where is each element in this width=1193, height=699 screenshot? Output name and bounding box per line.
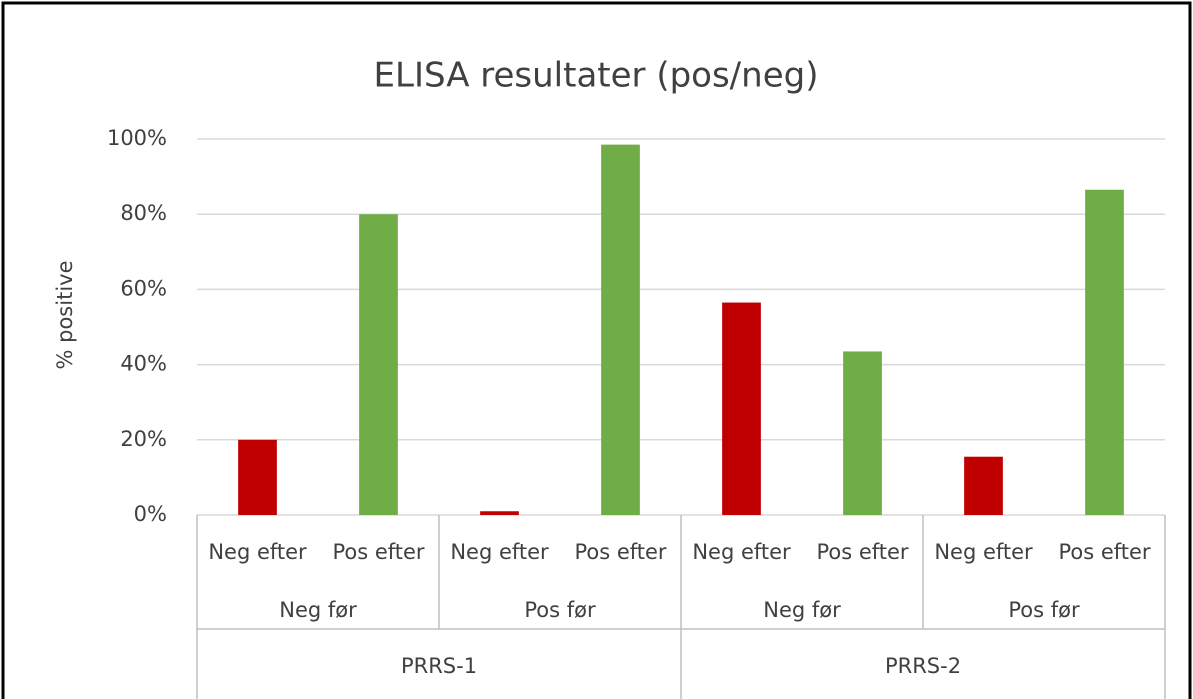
x-tick-label: Neg efter [934,540,1033,564]
y-tick-label: 0% [134,502,167,526]
bar [359,214,398,515]
x-tick-label: Pos efter [332,540,424,564]
bar [480,511,519,515]
y-tick-label: 40% [120,352,167,376]
x-tick-label: Neg efter [450,540,549,564]
bar [843,351,882,515]
group-label: PRRS-1 [401,654,477,678]
y-tick-label: 80% [120,201,167,225]
y-axis-label: % positive [53,261,77,370]
bar [1085,189,1124,515]
x-tick-label: Pos efter [1058,540,1150,564]
bar [601,144,640,515]
bar [964,456,1003,515]
subgroup-label: Neg før [763,598,841,622]
bar [238,439,277,515]
subgroup-label: Pos før [524,598,596,622]
subgroup-label: Neg før [279,598,357,622]
y-tick-label: 60% [120,276,167,300]
group-label: PRRS-2 [885,654,961,678]
x-tick-label: Neg efter [692,540,791,564]
y-tick-label: 100% [107,126,167,150]
y-tick-label: 20% [120,427,167,451]
chart-title: ELISA resultater (pos/neg) [374,56,819,96]
bar [722,302,761,515]
x-tick-label: Pos efter [574,540,666,564]
x-tick-label: Pos efter [816,540,908,564]
subgroup-label: Pos før [1008,598,1080,622]
x-tick-label: Neg efter [208,540,307,564]
